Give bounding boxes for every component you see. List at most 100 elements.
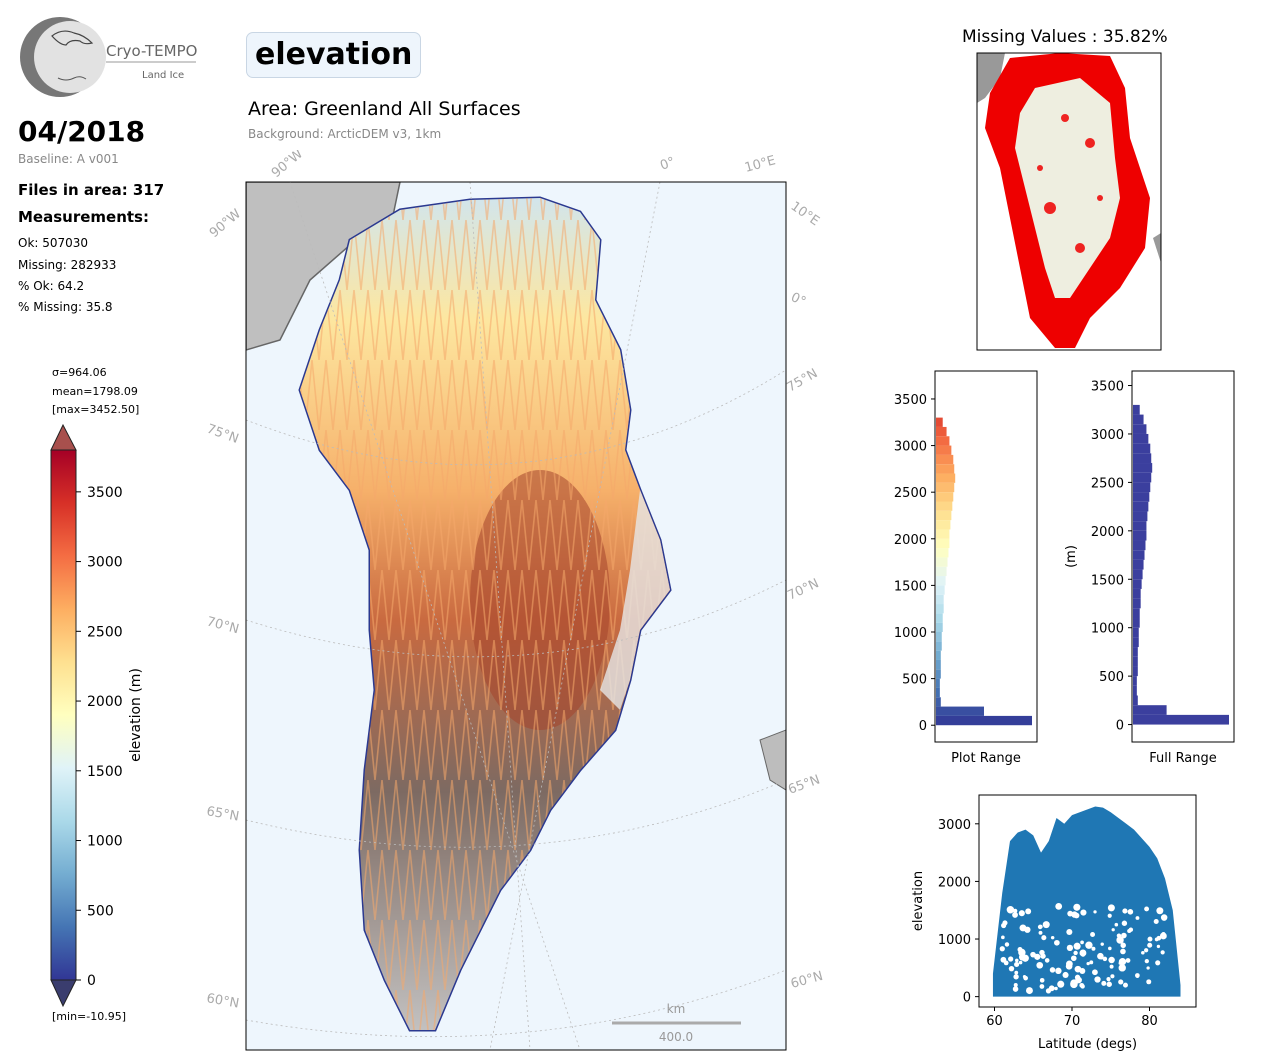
- scatter-gap: [1085, 941, 1093, 949]
- scatter-gap: [1121, 920, 1128, 926]
- cryo-tempo-logo: Cryo-TEMPO Land Ice: [20, 17, 197, 97]
- histogram-bar: [1133, 618, 1140, 628]
- histogram-bar: [1133, 424, 1147, 434]
- histogram-bar: [936, 482, 955, 493]
- scatter-gap: [1073, 942, 1081, 950]
- histogram-bar: [936, 669, 941, 679]
- scatter-gap: [1109, 964, 1114, 969]
- scatter-gap: [1075, 914, 1080, 918]
- histogram-bar: [936, 566, 947, 577]
- histogram-bar: [1133, 627, 1139, 638]
- scatter-gap: [1144, 958, 1149, 964]
- pct-ok: % Ok: 64.2: [18, 279, 85, 293]
- full-range-histogram: 0 500 1000 1500 2000 2500 3000 3500 Full Range (m…: [1064, 370, 1235, 766]
- scatter-gap: [1146, 979, 1152, 985]
- histogram-bar: [936, 464, 955, 474]
- histogram-bar: [1133, 676, 1137, 686]
- histogram-bar: [1133, 714, 1229, 725]
- baseline-label: Baseline: A v001: [18, 152, 119, 166]
- scatter-ytick-label: 0: [963, 991, 971, 1006]
- histogram-bar: [936, 613, 943, 623]
- scatter-ytick-label: 1000: [938, 933, 971, 948]
- histogram-tick-label: 1500: [1091, 573, 1124, 588]
- scatter-gap: [1042, 921, 1050, 929]
- scatter-gap: [1106, 977, 1111, 982]
- colorbar-tick-label: 3500: [87, 485, 123, 501]
- scatter-gap: [1135, 916, 1140, 920]
- histogram-bar: [1133, 608, 1140, 619]
- scatter-gap: [1080, 909, 1087, 916]
- scatter-gap: [1070, 955, 1077, 962]
- scatter-gap: [1107, 904, 1115, 912]
- histogram-tick-label: 3500: [894, 393, 927, 408]
- histogram-xlabel: Full Range: [1149, 751, 1217, 766]
- scatter-gap: [1121, 932, 1127, 939]
- scatter-gap: [1006, 905, 1015, 914]
- histogram-tick-label: 0: [919, 719, 927, 734]
- scatter-gap: [1021, 954, 1029, 962]
- scatter-gap: [1127, 909, 1134, 915]
- scatter-gap: [1073, 903, 1081, 911]
- histogram-bar: [1133, 695, 1138, 706]
- scatter-gap: [1015, 958, 1019, 963]
- histogram-xlabel: Plot Range: [951, 751, 1021, 766]
- scatter-gap: [1107, 913, 1112, 918]
- scatter-gap: [1073, 950, 1078, 956]
- histogram-bar: [1133, 540, 1146, 551]
- histogram-bar: [936, 715, 1032, 726]
- lat-label: 70°N: [785, 576, 821, 603]
- colorbar-min: [min=-10.95]: [52, 1010, 126, 1023]
- scatter-gap: [1040, 953, 1046, 959]
- scatter-gap: [1039, 984, 1045, 989]
- scatter-gap: [1147, 936, 1153, 942]
- histogram-bar: [1133, 492, 1150, 502]
- histogram-bar: [936, 594, 944, 605]
- pct-missing: % Missing: 35.8: [18, 300, 113, 314]
- scatter-gap: [1012, 986, 1019, 992]
- scatter-gap: [1013, 908, 1018, 913]
- scatter-ylabel: elevation: [911, 871, 926, 931]
- scatter-points: [992, 806, 1181, 997]
- histogram-bar: [1133, 705, 1167, 715]
- colorbar-tick-label: 2500: [87, 624, 123, 640]
- scatter-gap: [1160, 950, 1165, 955]
- scatter-gap: [1118, 964, 1126, 972]
- scatter-gap: [1019, 924, 1027, 932]
- colorbar-max-extend: [50, 423, 77, 451]
- colorbar-tick-label: 1500: [87, 764, 123, 780]
- histogram-bar: [1133, 588, 1141, 599]
- elevation-colorbar: σ=964.06 mean=1798.09 [max=3452.50] 0 500…: [50, 366, 144, 1023]
- scatter-gap: [1125, 958, 1131, 963]
- lon-label: 90°W: [269, 150, 306, 181]
- scatter-gap: [1106, 981, 1112, 987]
- histogram-bar: [936, 659, 941, 670]
- scatter-gap: [1114, 922, 1119, 927]
- scatter-xtick-label: 80: [1141, 1014, 1158, 1029]
- scatter-gap: [1013, 974, 1019, 980]
- histogram-bar: [936, 454, 954, 465]
- histogram-bar: [936, 697, 941, 707]
- scatter-gap: [1120, 942, 1126, 949]
- histogram-bar: [1133, 569, 1143, 580]
- scatter-gap: [1066, 929, 1073, 936]
- histogram-bar: [936, 492, 954, 502]
- area-title: Area: Greenland All Surfaces: [248, 98, 521, 120]
- histogram-bar: [1133, 579, 1142, 589]
- scatter-gap: [1127, 928, 1132, 934]
- map-frame: [245, 181, 787, 1051]
- colorbar-tick-label: 1000: [87, 834, 123, 850]
- east-coast-terrain: [600, 490, 670, 710]
- scatter-gap: [1023, 975, 1028, 981]
- colorbar-mean: mean=1798.09: [52, 385, 138, 398]
- histogram-bar: [1133, 521, 1147, 531]
- histogram-tick-label: 2500: [1091, 476, 1124, 491]
- scatter-gap: [1049, 967, 1056, 973]
- scatter-gap: [1037, 924, 1043, 930]
- scatter-gap: [1153, 919, 1159, 925]
- lat-label: 75°N: [205, 422, 241, 447]
- lon-label: 0°: [788, 290, 808, 310]
- scatter-gap: [1045, 988, 1052, 994]
- scatter-gap: [1108, 956, 1115, 964]
- elevation-histograms: 0 500 1000 1500 2000 2500 3000 3500 Plot Range 0…: [894, 370, 1235, 766]
- histogram-bar: [1133, 656, 1138, 667]
